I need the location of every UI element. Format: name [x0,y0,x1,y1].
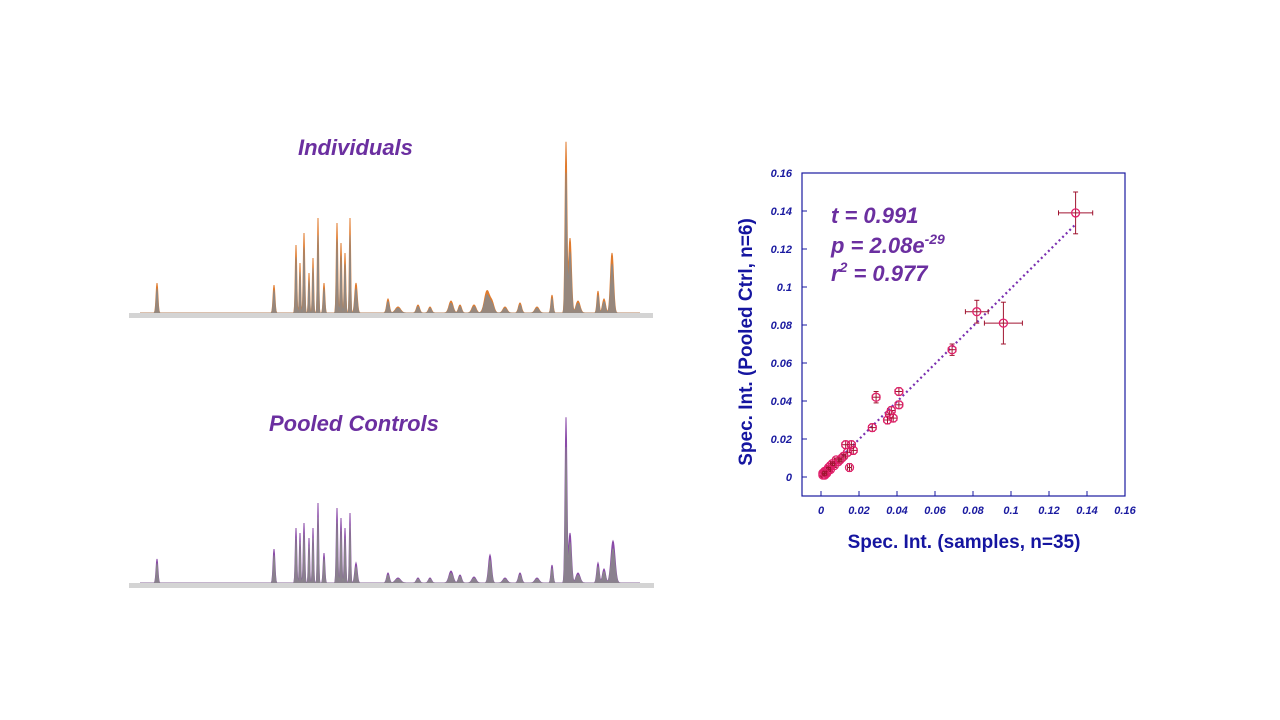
y-tick-label: 0.16 [771,168,793,180]
point-marker [998,318,1009,328]
y-axis-title: Spec. Int. (Pooled Ctrl, n=6) [736,218,757,466]
point-marker [947,345,957,355]
point-marker [820,468,830,478]
data-point [894,386,904,397]
point-marker [1070,208,1081,218]
scatter-plot: 0 0.02 0.04 0.06 0.08 0.1 0.12 0.14 0.16 00.020.… [736,168,1137,553]
y-tick-label: 0.08 [771,320,793,332]
x-tick-label: 0.1 [1003,505,1018,517]
point-marker [894,386,904,397]
point-marker [888,413,898,423]
point-marker [882,415,893,425]
data-point [867,422,877,433]
stat-t: t = 0.991 [831,203,918,228]
x-axis-ticks: 0 0.02 0.04 0.06 0.08 0.1 0.12 0.14 0.16 [818,491,1137,517]
point-marker [835,455,845,465]
y-tick-label: 0.12 [771,244,792,256]
point-marker [844,462,855,473]
stat-r2: r2 = 0.977 [831,259,929,286]
x-tick-label: 0.04 [886,505,907,517]
x-tick-label: 0.14 [1076,505,1097,517]
plot-frame [801,172,1126,497]
data-point [871,391,881,404]
point-marker [894,400,904,410]
y-tick-label: 0.06 [771,358,793,370]
stat-r-exponent: 2 [839,259,848,275]
pooled-baseline [129,583,654,588]
x-tick-label: 0.12 [1038,505,1059,517]
y-tick-label: 0.04 [771,396,792,408]
data-point [888,413,898,423]
x-tick-label: 0.06 [924,505,946,517]
stat-r-value: = 0.977 [847,261,929,286]
scatter-points [818,191,1094,480]
individuals-spectrum [129,141,653,318]
data-point [1058,191,1094,235]
y-tick-label: 0 [786,472,793,484]
stat-r-base: r [831,261,841,286]
pooled-controls-spectrum [129,417,654,588]
y-tick-label: 0.14 [771,206,792,218]
data-point [964,299,989,324]
stat-p-base: p = 2.08e [830,233,925,258]
pooled-controls-spectrum-title: Pooled Controls [269,411,439,436]
stat-p: p = 2.08e-29 [830,231,945,258]
point-marker [871,392,881,402]
point-marker [867,422,877,433]
data-point [947,343,957,356]
y-tick-label: 0.02 [771,434,792,446]
x-tick-label: 0.02 [848,505,869,517]
individuals-spectrum-title: Individuals [298,135,413,160]
x-axis-title: Spec. Int. (samples, n=35) [848,532,1081,553]
stat-p-exponent: -29 [925,231,945,247]
data-point [894,400,904,410]
x-tick-label: 0.16 [1114,505,1136,517]
data-point [841,440,851,450]
data-point [844,462,855,473]
point-marker [848,445,858,456]
y-axis-ticks: 0 0.02 0.04 0.06 0.08 0.1 0.12 0.14 0.16 [771,168,807,484]
data-point [820,468,830,478]
data-point [835,455,845,465]
x-tick-label: 0 [818,505,825,517]
y-tick-label: 0.1 [777,282,792,294]
point-marker [972,307,982,317]
individuals-baseline [129,313,653,318]
data-point [983,301,1023,345]
x-tick-label: 0.08 [962,505,984,517]
